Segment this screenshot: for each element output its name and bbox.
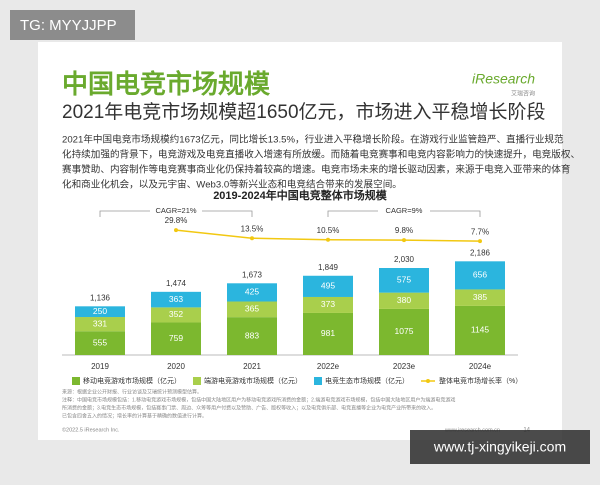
legend-label: 移动电竞游戏市场规模（亿元） — [83, 376, 181, 385]
logo: iResearch — [472, 71, 535, 87]
bar-label: 331 — [93, 318, 107, 328]
bar-label: 575 — [397, 275, 411, 285]
note-line: 来源：根据企业公开财报、行业访谈及艾瑞统计预测模型估算。 — [62, 388, 202, 395]
legend-swatch — [193, 377, 201, 385]
line-point — [402, 238, 406, 243]
watermark: TG: MYYJJPP — [20, 17, 117, 34]
bar-segment — [455, 289, 505, 306]
bar-label: 495 — [321, 281, 335, 291]
bar-label: 555 — [93, 337, 107, 347]
logo-sub: 艾瑞咨询 — [511, 90, 535, 98]
bar-segment — [227, 283, 277, 302]
note-line: 所消费的金额；3.电竞生态市场规模，包括赛事门票、周边、众筹等用户付费以及赞助、… — [62, 404, 436, 411]
footer-watermark-box — [410, 430, 590, 464]
bar-segment — [379, 292, 429, 309]
bar-segment — [227, 317, 277, 355]
bar-label: 373 — [321, 299, 335, 309]
paragraph-line: 赛事赞助、内容制作等电竞赛事商业化仍保持着较高的增速。电竞市场未来的增长驱动因素… — [62, 164, 571, 176]
bar-label: 380 — [397, 295, 411, 305]
bar-label: 425 — [245, 287, 259, 297]
total-label: 2,030 — [394, 255, 415, 264]
bar-label: 656 — [473, 270, 487, 280]
bar-segment — [303, 275, 353, 297]
note-line: 已包含四舍五入的情况；增长率的计算基于精确的数值进行计算。 — [62, 412, 207, 419]
bar-segment — [151, 322, 201, 355]
bar-segment — [75, 331, 125, 355]
bar-segment — [151, 291, 201, 308]
slide-title: 中国电竞市场规模 — [62, 69, 271, 99]
legend-swatch — [72, 377, 80, 385]
cagr-bracket — [327, 210, 481, 217]
line-point — [250, 236, 254, 241]
slide-subtitle: 2021年电竞市场规模超1650亿元，市场进入平稳增长阶段 — [62, 101, 546, 123]
bar-segment — [227, 301, 277, 318]
bar-label: 352 — [169, 309, 183, 319]
bar-label: 250 — [93, 306, 107, 316]
bar-segment — [303, 312, 353, 355]
paragraph-line: 2021年中国电竞市场规模约1673亿元，同比增长13.5%，行业进入平稳增长阶… — [62, 134, 564, 146]
x-tick-label: 2024e — [469, 362, 492, 371]
line-point — [326, 237, 330, 242]
legend-label: 端游电竞游戏市场规模（亿元） — [204, 376, 302, 385]
x-tick-label: 2022e — [317, 362, 340, 371]
copyright: ©2022.5 iResearch Inc. — [62, 426, 120, 433]
total-label: 1,849 — [318, 263, 339, 272]
watermark-box — [10, 10, 135, 40]
notes: 来源：根据企业公开财报、行业访谈及艾瑞统计预测模型估算。注释：中国电竞市场规模包… — [62, 388, 455, 419]
bar-label: 759 — [169, 333, 183, 343]
bar-label: 363 — [169, 294, 183, 304]
total-label: 1,673 — [242, 270, 263, 279]
x-tick-label: 2021 — [243, 362, 261, 371]
bar-label: 385 — [473, 292, 487, 302]
bar-segment — [151, 307, 201, 323]
bar-segment — [455, 305, 505, 355]
total-label: 1,474 — [166, 279, 187, 288]
paragraph: 2021年中国电竞市场规模约1673亿元，同比增长13.5%，行业进入平稳增长阶… — [62, 134, 580, 191]
legend-label: 整体电竞市场增长率（%） — [439, 376, 522, 385]
line-point — [478, 239, 482, 244]
cagr-label: CAGR=21% — [155, 206, 196, 215]
line-label: 7.7% — [471, 227, 489, 236]
line-label: 9.8% — [395, 226, 413, 235]
x-tick-label: 2020 — [167, 362, 185, 371]
legend-dot — [426, 379, 430, 383]
note-line: 注释：中国电竞市场规模包括：1.移动电竞游戏市场规模，包括中国大陆地区用户为移动… — [62, 396, 455, 403]
line-label: 10.5% — [317, 226, 340, 235]
cagr-bracket — [99, 210, 253, 217]
bar-segment — [75, 306, 125, 318]
line-label: 13.5% — [241, 224, 264, 233]
total-label: 2,186 — [470, 248, 491, 257]
paragraph-line: 化持续加强的背景下，电竞游戏及电竞直播收入增速有所放缓。而随着电竞赛事和电竞内容… — [62, 149, 580, 161]
cagr-label: CAGR=9% — [386, 206, 423, 215]
bar-label: 883 — [245, 330, 259, 340]
footer-watermark: www.tj-xingyikeji.com — [433, 439, 566, 455]
plot: 555 331 250 2019 1,136 759 352 363 2020 1,474 883 3… — [62, 206, 522, 385]
bar-segment — [379, 308, 429, 355]
x-tick-label: 2019 — [91, 362, 109, 371]
bar-segment — [455, 261, 505, 290]
legend-label: 电竞生态市场规模（亿元） — [325, 376, 409, 385]
paragraph-line: 化和商业化机会，以及元宇宙、Web3.0等新兴业态和电竞结合带来的发展空间。 — [62, 179, 402, 191]
x-tick-label: 2023e — [393, 362, 416, 371]
chart-title: 2019-2024年中国电竞整体市场规模 — [213, 188, 388, 202]
bar-label: 1075 — [395, 326, 414, 336]
bar-label: 981 — [321, 328, 335, 338]
bar-label: 1145 — [471, 325, 490, 335]
line-label: 29.8% — [165, 216, 188, 225]
bar-segment — [379, 268, 429, 293]
line-point — [174, 228, 178, 233]
legend-swatch — [314, 377, 322, 385]
total-label: 1,136 — [90, 293, 111, 302]
bar-segment — [75, 317, 125, 332]
bar-segment — [303, 296, 353, 313]
bar-label: 365 — [245, 304, 259, 314]
